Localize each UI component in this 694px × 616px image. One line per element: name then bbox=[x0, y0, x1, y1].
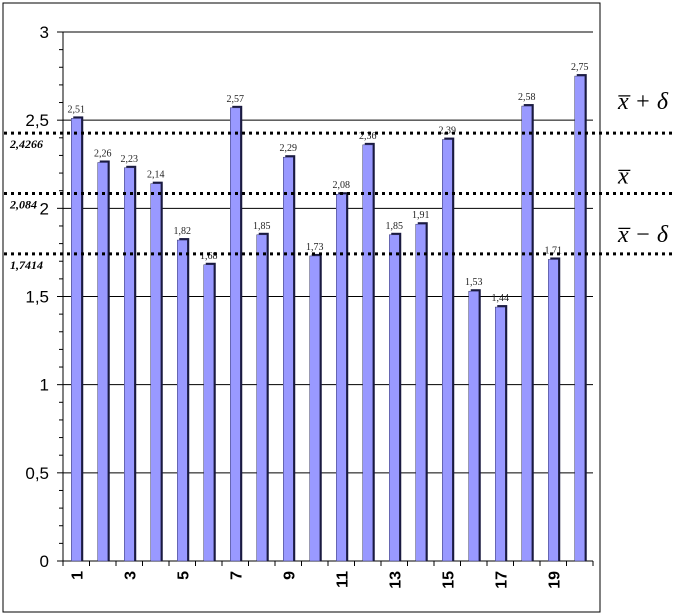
bar bbox=[230, 107, 241, 562]
data-label: 2,29 bbox=[280, 143, 298, 154]
bar bbox=[283, 156, 294, 562]
bar bbox=[203, 264, 214, 562]
y-tick-label: 1,5 bbox=[25, 288, 49, 307]
data-label: 2,51 bbox=[68, 104, 86, 115]
bar bbox=[521, 105, 532, 562]
y-tick-label: 0,5 bbox=[25, 464, 49, 483]
bar bbox=[97, 162, 108, 562]
data-label: 1,68 bbox=[200, 251, 218, 262]
bar bbox=[548, 259, 559, 562]
data-label: 1,44 bbox=[492, 293, 510, 304]
x-tick-label: 7 bbox=[228, 571, 245, 580]
reference-symbol-label: x̅ bbox=[617, 164, 631, 190]
bar bbox=[468, 290, 479, 562]
x-tick-label: 15 bbox=[440, 571, 457, 589]
bar bbox=[256, 234, 267, 562]
data-label: 2,26 bbox=[94, 148, 112, 159]
data-label: 1,85 bbox=[253, 221, 271, 232]
data-label: 2,23 bbox=[121, 154, 139, 165]
bar bbox=[362, 144, 373, 562]
x-tick-label: 11 bbox=[334, 571, 351, 588]
bar bbox=[495, 306, 506, 562]
data-label: 2,08 bbox=[333, 180, 351, 191]
bar bbox=[177, 239, 188, 562]
data-label: 1,91 bbox=[412, 210, 430, 221]
x-tick-label: 9 bbox=[281, 571, 298, 580]
data-label: 1,71 bbox=[545, 245, 563, 256]
data-label: 2,39 bbox=[439, 126, 457, 137]
data-label: 2,36 bbox=[359, 131, 377, 142]
reference-symbol-label: x̅ + δ bbox=[617, 89, 669, 115]
bar bbox=[71, 118, 82, 562]
data-label: 2,75 bbox=[571, 62, 589, 73]
y-tick-label: 2,5 bbox=[25, 111, 49, 130]
bar bbox=[124, 167, 135, 562]
bar bbox=[150, 183, 161, 562]
data-label: 1,82 bbox=[174, 226, 192, 237]
reference-value-label: 1,7414 bbox=[10, 258, 43, 272]
data-label: 1,53 bbox=[465, 277, 483, 288]
y-tick-label: 3 bbox=[40, 23, 49, 42]
x-tick-label: 17 bbox=[493, 571, 510, 589]
bar bbox=[336, 193, 347, 562]
reference-value-label: 2,084 bbox=[9, 198, 37, 212]
x-tick-label: 3 bbox=[122, 571, 139, 580]
x-tick-label: 19 bbox=[546, 571, 563, 589]
data-label: 1,85 bbox=[386, 221, 404, 232]
data-label: 2,14 bbox=[147, 170, 165, 181]
data-label: 2,58 bbox=[518, 92, 536, 103]
y-tick-label: 0 bbox=[40, 552, 49, 571]
data-label: 2,57 bbox=[227, 94, 245, 105]
x-tick-label: 1 bbox=[69, 571, 86, 580]
y-tick-label: 2 bbox=[40, 199, 49, 218]
bar bbox=[574, 75, 585, 562]
reference-value-label: 2,4266 bbox=[9, 137, 43, 151]
bar bbox=[415, 223, 426, 562]
x-tick-label: 13 bbox=[387, 571, 404, 589]
x-tick-label: 5 bbox=[175, 571, 192, 580]
chart-frame bbox=[2, 2, 601, 613]
reference-symbol-label: x̅ − δ bbox=[617, 222, 669, 248]
bar bbox=[309, 255, 320, 562]
bar bbox=[442, 139, 453, 562]
bar bbox=[389, 234, 400, 562]
y-tick-label: 1 bbox=[40, 376, 49, 395]
data-label: 1,73 bbox=[306, 242, 324, 253]
